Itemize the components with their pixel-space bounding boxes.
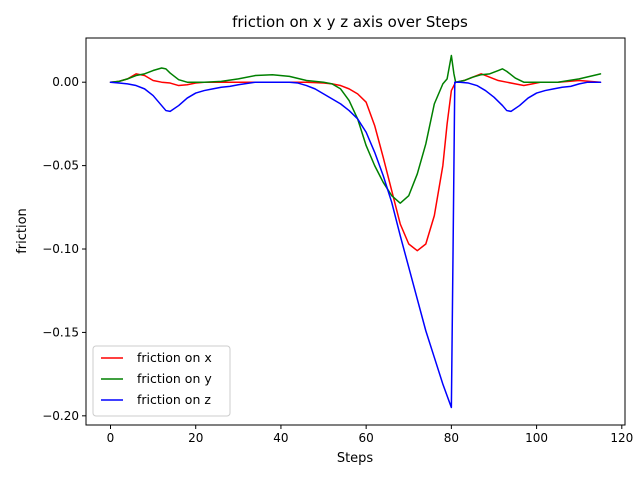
y-tick-label: −0.20 bbox=[42, 409, 79, 423]
y-tick-label: 0.00 bbox=[52, 75, 79, 89]
y-tick-label: −0.10 bbox=[42, 242, 79, 256]
plot-frame bbox=[85, 37, 626, 426]
y-axis-label: friction bbox=[15, 208, 30, 254]
x-axis-ticks: 0 20 40 60 80 100 120 bbox=[107, 425, 633, 445]
series-line-1 bbox=[109, 73, 602, 252]
series-layer bbox=[109, 54, 602, 409]
y-tick-label: −0.05 bbox=[42, 159, 79, 173]
legend-label: friction on z bbox=[137, 392, 211, 407]
legend-label: friction on y bbox=[137, 371, 212, 386]
y-tick-label: −0.15 bbox=[42, 325, 79, 339]
y-axis-ticks: 0.00 −0.05 −0.10 −0.15 −0.20 bbox=[42, 75, 86, 423]
x-tick-label: 60 bbox=[359, 431, 374, 445]
x-tick-label: 120 bbox=[610, 431, 633, 445]
legend: friction on x friction on y friction on z bbox=[92, 345, 231, 417]
legend-box bbox=[92, 345, 231, 417]
series-line-3 bbox=[109, 81, 602, 409]
x-tick-label: 40 bbox=[273, 431, 288, 445]
x-tick-label: 0 bbox=[107, 431, 115, 445]
x-tick-label: 100 bbox=[525, 431, 548, 445]
x-tick-label: 20 bbox=[188, 431, 203, 445]
x-axis-label: Steps bbox=[337, 451, 374, 466]
series-line-2 bbox=[109, 54, 602, 204]
x-tick-label: 80 bbox=[444, 431, 459, 445]
chart-title: friction on x y z axis over Steps bbox=[232, 13, 468, 31]
legend-label: friction on x bbox=[137, 350, 212, 365]
